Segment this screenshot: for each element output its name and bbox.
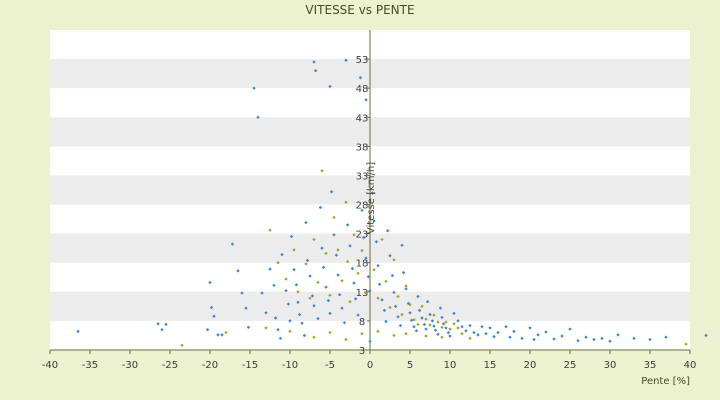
data-point-blue [608,339,612,343]
data-point-blue [252,86,256,90]
y-tick-label: 13 [356,288,369,299]
data-point-blue [584,335,588,339]
x-tick-label: 20 [524,360,537,371]
data-point-blue [76,329,80,334]
data-point-blue [209,305,214,310]
data-point-blue [164,322,168,327]
data-point-blue [592,337,596,342]
data-point-olive [224,330,228,335]
x-tick-label: -30 [122,360,138,371]
data-point-blue [632,336,636,341]
data-point-blue [536,333,540,337]
data-point-blue [560,334,564,338]
data-point-olive [180,343,184,348]
x-tick-label: 25 [564,360,577,371]
x-tick-label: -35 [82,360,98,371]
y-tick-label: 38 [356,142,369,153]
x-axis-label: Pente [%] [641,376,690,387]
data-point-blue [236,269,240,273]
x-tick-label: 35 [644,360,657,371]
data-point-blue [388,254,392,258]
x-tick-label: -15 [242,360,258,371]
y-tick-label: 43 [356,113,369,124]
data-point-blue [216,333,220,337]
y-axis-label: Vitesse [km/h] [366,162,377,234]
data-point-olive [684,342,688,346]
data-point-blue [648,337,652,342]
x-tick-label: 15 [484,360,497,371]
x-tick-label: -5 [325,360,335,371]
y-tick-label: 18 [356,259,369,270]
data-point-blue [520,336,524,341]
chart-title: VITESSE vs PENTE [305,3,414,17]
data-point-blue [244,306,248,310]
data-point-blue [212,314,216,318]
data-point-blue [230,242,235,246]
y-tick-label: 28 [356,201,369,212]
x-tick-label: 10 [444,360,457,371]
y-tick-label: 33 [356,171,369,182]
data-point-blue [312,60,316,64]
data-point-blue [156,322,160,326]
data-point-blue [664,335,668,339]
x-tick-label: -10 [282,360,298,371]
data-point-blue [318,205,323,210]
y-tick-label: 3 [359,346,365,357]
x-tick-label: 30 [604,360,617,371]
data-point-blue [240,291,244,295]
x-tick-label: 0 [367,360,373,371]
data-point-blue [313,69,318,73]
y-tick-label: 23 [356,230,369,241]
y-tick-label: 48 [356,84,369,95]
data-point-blue [704,333,708,338]
y-tick-label: 53 [356,55,369,66]
data-point-blue [358,76,363,80]
data-point-blue [208,280,212,285]
data-point-blue [374,240,379,244]
x-tick-label: -25 [162,360,178,371]
x-tick-label: -40 [42,360,58,371]
data-point-blue [344,58,348,62]
data-point-blue [370,191,375,195]
data-point-blue [220,333,224,337]
data-point-blue [334,253,339,257]
data-point-blue [576,338,580,343]
data-point-blue [600,336,604,341]
y-tick-label: 8 [359,317,365,328]
data-point-blue [616,333,620,337]
data-point-blue [246,325,251,330]
data-point-blue [532,337,536,342]
data-point-blue [160,327,164,332]
x-ticks: -40 -35 -30 -25 -20 -15 -10 -5 0 5 10 15 20 25 30 35 40 [42,350,697,371]
data-point-blue [328,84,332,89]
x-tick-label: 5 [407,360,413,371]
x-tick-label: 40 [684,360,697,371]
data-point-blue [552,337,556,341]
x-tick-label: -20 [202,360,218,371]
